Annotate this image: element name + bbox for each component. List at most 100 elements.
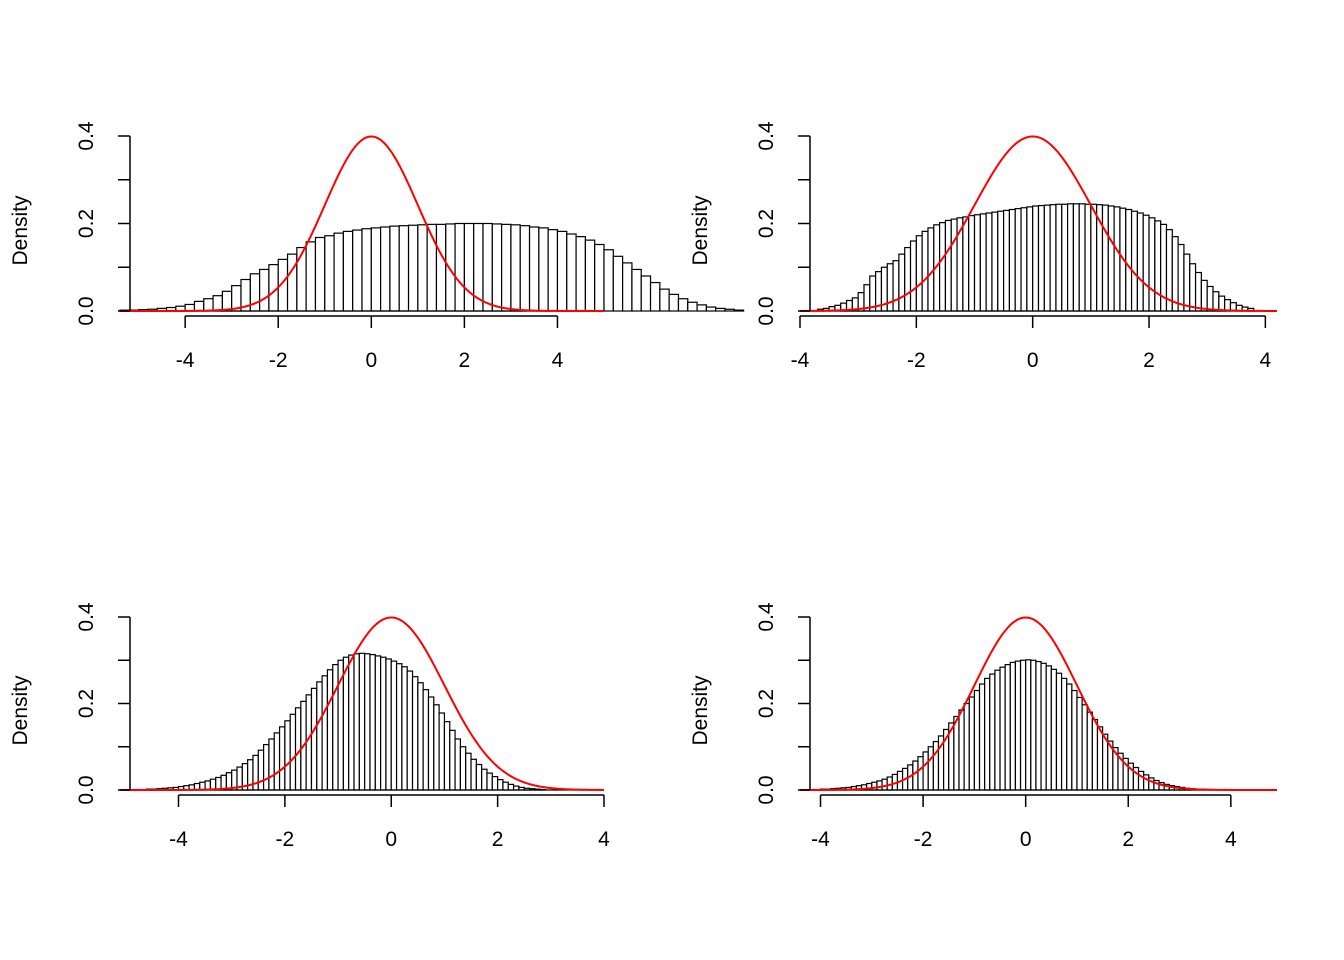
histogram-panel-3: -4 -2 0 2 4 0.0 0.2 0.4 Density: [9, 602, 610, 851]
histogram-bar: [286, 253, 298, 312]
histogram-bar: [454, 222, 465, 312]
histogram-bar: [612, 255, 624, 312]
histogram-bar: [631, 268, 642, 312]
histogram-bar: [427, 696, 435, 791]
histogram-bar: [333, 232, 344, 312]
histogram-bar: [443, 721, 451, 791]
x-tick-label: -2: [907, 349, 926, 372]
histogram-bar: [370, 227, 382, 312]
histogram-bar: [445, 223, 456, 312]
histogram-bar: [380, 656, 387, 791]
histogram-bar: [422, 689, 430, 791]
histogram-bar: [962, 216, 970, 312]
histogram-bar: [1014, 208, 1022, 312]
histogram-bar: [398, 225, 410, 312]
histogram-bar: [968, 696, 975, 791]
histogram-bar: [1008, 208, 1016, 312]
histogram-bar: [1154, 220, 1162, 312]
histogram-bar: [994, 669, 1001, 791]
histogram-bar: [417, 682, 424, 791]
y-tick-label: 0.2: [75, 209, 98, 238]
histogram-bar: [1035, 660, 1042, 791]
histogram-bar: [449, 729, 456, 791]
y-axis-title: Density: [689, 195, 712, 266]
x-tick-label: 4: [1225, 828, 1237, 851]
histogram-bar: [1025, 659, 1032, 791]
histogram-bar: [519, 225, 531, 312]
histogram-bar: [510, 224, 521, 312]
normal-density-curve: [120, 616, 605, 791]
histogram-bar: [411, 676, 419, 791]
histogram-bar: [1218, 295, 1226, 312]
histogram-bar: [1019, 659, 1027, 791]
histogram-bar: [296, 246, 307, 312]
histogram-bar: [1020, 207, 1028, 312]
histogram-bar: [944, 219, 952, 312]
histogram-bar: [1189, 263, 1197, 312]
x-tick-label: 2: [492, 828, 504, 851]
y-tick-label: 0.4: [755, 602, 778, 632]
histogram-bar: [1040, 662, 1047, 791]
x-tick-label: -4: [176, 349, 195, 372]
histogram-bar: [1206, 285, 1214, 312]
histogram-bar: [705, 306, 717, 312]
histogram-bar: [417, 224, 428, 312]
histogram-bar: [364, 653, 371, 791]
histogram-bar: [724, 308, 735, 312]
histogram-bar: [259, 268, 270, 312]
histogram-bar: [1091, 718, 1099, 791]
histogram-bar: [999, 666, 1006, 791]
histogram-bar: [1136, 212, 1144, 312]
histogram-bar: [491, 775, 499, 791]
histogram-bar: [1177, 243, 1185, 312]
histogram-bar: [1055, 672, 1063, 791]
histogram-bar: [221, 290, 233, 312]
normal-density-curve: [800, 616, 1277, 791]
histogram-bar: [1002, 209, 1011, 312]
y-tick-label: 0.4: [75, 602, 98, 632]
histogram-bar: [310, 687, 318, 791]
histogram-bar: [963, 702, 970, 791]
histogram-bar: [978, 683, 986, 791]
histogram-bar: [433, 704, 440, 791]
histogram-bar: [257, 749, 265, 791]
histogram-bar: [1050, 668, 1058, 791]
histogram-bar: [696, 304, 707, 312]
histogram-bars: [119, 222, 745, 312]
histogram-bar: [390, 660, 398, 791]
histogram-bar: [1142, 214, 1150, 312]
histogram-bar: [395, 663, 403, 791]
histogram-bars: [816, 203, 1255, 312]
histogram-bar: [324, 235, 335, 312]
histogram-bar: [922, 751, 929, 791]
y-tick-label: 0.2: [75, 689, 98, 718]
histogram-bar: [538, 227, 549, 312]
histogram-bar: [502, 781, 509, 791]
histogram-bar: [1212, 291, 1220, 312]
x-tick-label: -4: [791, 349, 810, 372]
histogram-bar: [917, 756, 924, 791]
histogram-bar: [659, 288, 670, 312]
histogram-bar: [1045, 665, 1052, 791]
x-tick-label: -4: [811, 828, 830, 851]
histogram-bar: [385, 658, 392, 791]
histogram-bar: [1081, 704, 1088, 791]
histogram-bar: [1060, 677, 1068, 791]
histogram-bar: [1026, 206, 1034, 312]
histogram-bar: [1194, 271, 1202, 312]
histogram-bar: [950, 218, 958, 312]
y-tick-label: 0.4: [75, 121, 98, 151]
histogram-bar: [968, 215, 976, 312]
histogram-bar: [501, 223, 512, 312]
histogram-bar: [406, 670, 414, 791]
x-tick-label: 0: [385, 828, 397, 851]
histogram-bar: [475, 763, 483, 791]
y-axis-title: Density: [9, 195, 32, 266]
histogram-bar: [1055, 203, 1063, 312]
histogram-bar: [1090, 203, 1098, 312]
histogram-bar: [361, 228, 372, 312]
histogram-bar: [314, 236, 326, 312]
histogram-panel-4: -4 -2 0 2 4 0.0 0.2 0.4 Density: [689, 602, 1277, 851]
histogram-bar: [369, 654, 376, 791]
histogram-bar: [332, 663, 339, 791]
